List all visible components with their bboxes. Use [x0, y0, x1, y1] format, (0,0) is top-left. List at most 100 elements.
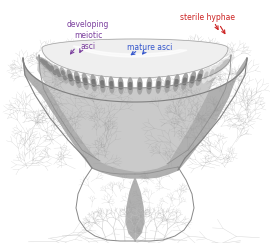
- Ellipse shape: [56, 69, 58, 72]
- Polygon shape: [42, 39, 228, 78]
- Ellipse shape: [199, 74, 201, 76]
- Text: sterile hyphae: sterile hyphae: [180, 12, 235, 21]
- Ellipse shape: [120, 87, 122, 88]
- Ellipse shape: [183, 83, 185, 84]
- Ellipse shape: [174, 75, 179, 91]
- Ellipse shape: [77, 81, 79, 82]
- Ellipse shape: [218, 59, 230, 70]
- Ellipse shape: [175, 84, 177, 85]
- Ellipse shape: [102, 86, 104, 87]
- Ellipse shape: [157, 86, 160, 87]
- Ellipse shape: [57, 72, 60, 75]
- Ellipse shape: [84, 80, 86, 82]
- Ellipse shape: [83, 74, 88, 89]
- Ellipse shape: [157, 83, 160, 84]
- Ellipse shape: [223, 60, 230, 64]
- Ellipse shape: [84, 80, 86, 81]
- Ellipse shape: [208, 66, 216, 80]
- Ellipse shape: [120, 84, 122, 85]
- Ellipse shape: [175, 85, 177, 86]
- Ellipse shape: [53, 71, 56, 74]
- Ellipse shape: [37, 57, 51, 66]
- Ellipse shape: [139, 87, 141, 88]
- Ellipse shape: [93, 84, 95, 85]
- Ellipse shape: [175, 83, 177, 85]
- Ellipse shape: [198, 79, 200, 81]
- Ellipse shape: [129, 85, 131, 86]
- Ellipse shape: [128, 78, 133, 94]
- Ellipse shape: [212, 63, 221, 77]
- Ellipse shape: [85, 82, 87, 83]
- Ellipse shape: [157, 87, 160, 88]
- Polygon shape: [38, 55, 231, 171]
- Ellipse shape: [148, 87, 150, 88]
- Polygon shape: [73, 46, 187, 57]
- Ellipse shape: [157, 86, 160, 87]
- Ellipse shape: [54, 66, 62, 80]
- Ellipse shape: [84, 78, 86, 79]
- Ellipse shape: [176, 81, 178, 82]
- Ellipse shape: [120, 88, 122, 89]
- Ellipse shape: [92, 81, 94, 82]
- Ellipse shape: [110, 82, 112, 83]
- Ellipse shape: [198, 79, 200, 80]
- Ellipse shape: [139, 83, 141, 85]
- Ellipse shape: [110, 86, 113, 87]
- Ellipse shape: [191, 78, 194, 80]
- Ellipse shape: [129, 87, 131, 88]
- Ellipse shape: [100, 76, 105, 92]
- Ellipse shape: [69, 77, 72, 79]
- Ellipse shape: [139, 87, 141, 88]
- Ellipse shape: [57, 71, 59, 73]
- Ellipse shape: [101, 84, 104, 85]
- Ellipse shape: [191, 81, 193, 82]
- Ellipse shape: [110, 87, 113, 88]
- Ellipse shape: [221, 62, 227, 67]
- Ellipse shape: [77, 81, 79, 83]
- Ellipse shape: [62, 71, 64, 75]
- Ellipse shape: [92, 80, 94, 81]
- Ellipse shape: [192, 77, 194, 78]
- Ellipse shape: [110, 83, 113, 85]
- Ellipse shape: [198, 77, 201, 79]
- Ellipse shape: [93, 83, 95, 85]
- Ellipse shape: [176, 80, 178, 82]
- Ellipse shape: [167, 81, 169, 82]
- Ellipse shape: [139, 83, 141, 84]
- Ellipse shape: [42, 61, 46, 64]
- Ellipse shape: [191, 79, 194, 81]
- Ellipse shape: [184, 80, 186, 81]
- Ellipse shape: [76, 78, 79, 79]
- Ellipse shape: [215, 67, 219, 73]
- Ellipse shape: [167, 83, 169, 84]
- Ellipse shape: [46, 65, 50, 68]
- Ellipse shape: [129, 86, 131, 87]
- Ellipse shape: [101, 85, 104, 86]
- Ellipse shape: [148, 82, 151, 84]
- Ellipse shape: [48, 66, 50, 68]
- Ellipse shape: [45, 62, 47, 64]
- Ellipse shape: [139, 88, 141, 89]
- Ellipse shape: [148, 83, 150, 84]
- Ellipse shape: [63, 76, 66, 80]
- Ellipse shape: [109, 77, 114, 93]
- Ellipse shape: [148, 88, 150, 89]
- Ellipse shape: [76, 78, 79, 80]
- Ellipse shape: [69, 75, 71, 77]
- Ellipse shape: [157, 85, 160, 86]
- Ellipse shape: [76, 77, 78, 78]
- Ellipse shape: [166, 85, 168, 87]
- Ellipse shape: [167, 82, 169, 83]
- Ellipse shape: [50, 69, 52, 71]
- Ellipse shape: [49, 67, 51, 69]
- Ellipse shape: [69, 74, 71, 76]
- Ellipse shape: [166, 85, 169, 86]
- Ellipse shape: [148, 85, 150, 86]
- Ellipse shape: [77, 80, 79, 81]
- Ellipse shape: [129, 84, 131, 86]
- Ellipse shape: [40, 59, 52, 70]
- Ellipse shape: [49, 63, 58, 77]
- Polygon shape: [23, 58, 247, 240]
- Ellipse shape: [216, 61, 226, 74]
- Ellipse shape: [93, 83, 95, 84]
